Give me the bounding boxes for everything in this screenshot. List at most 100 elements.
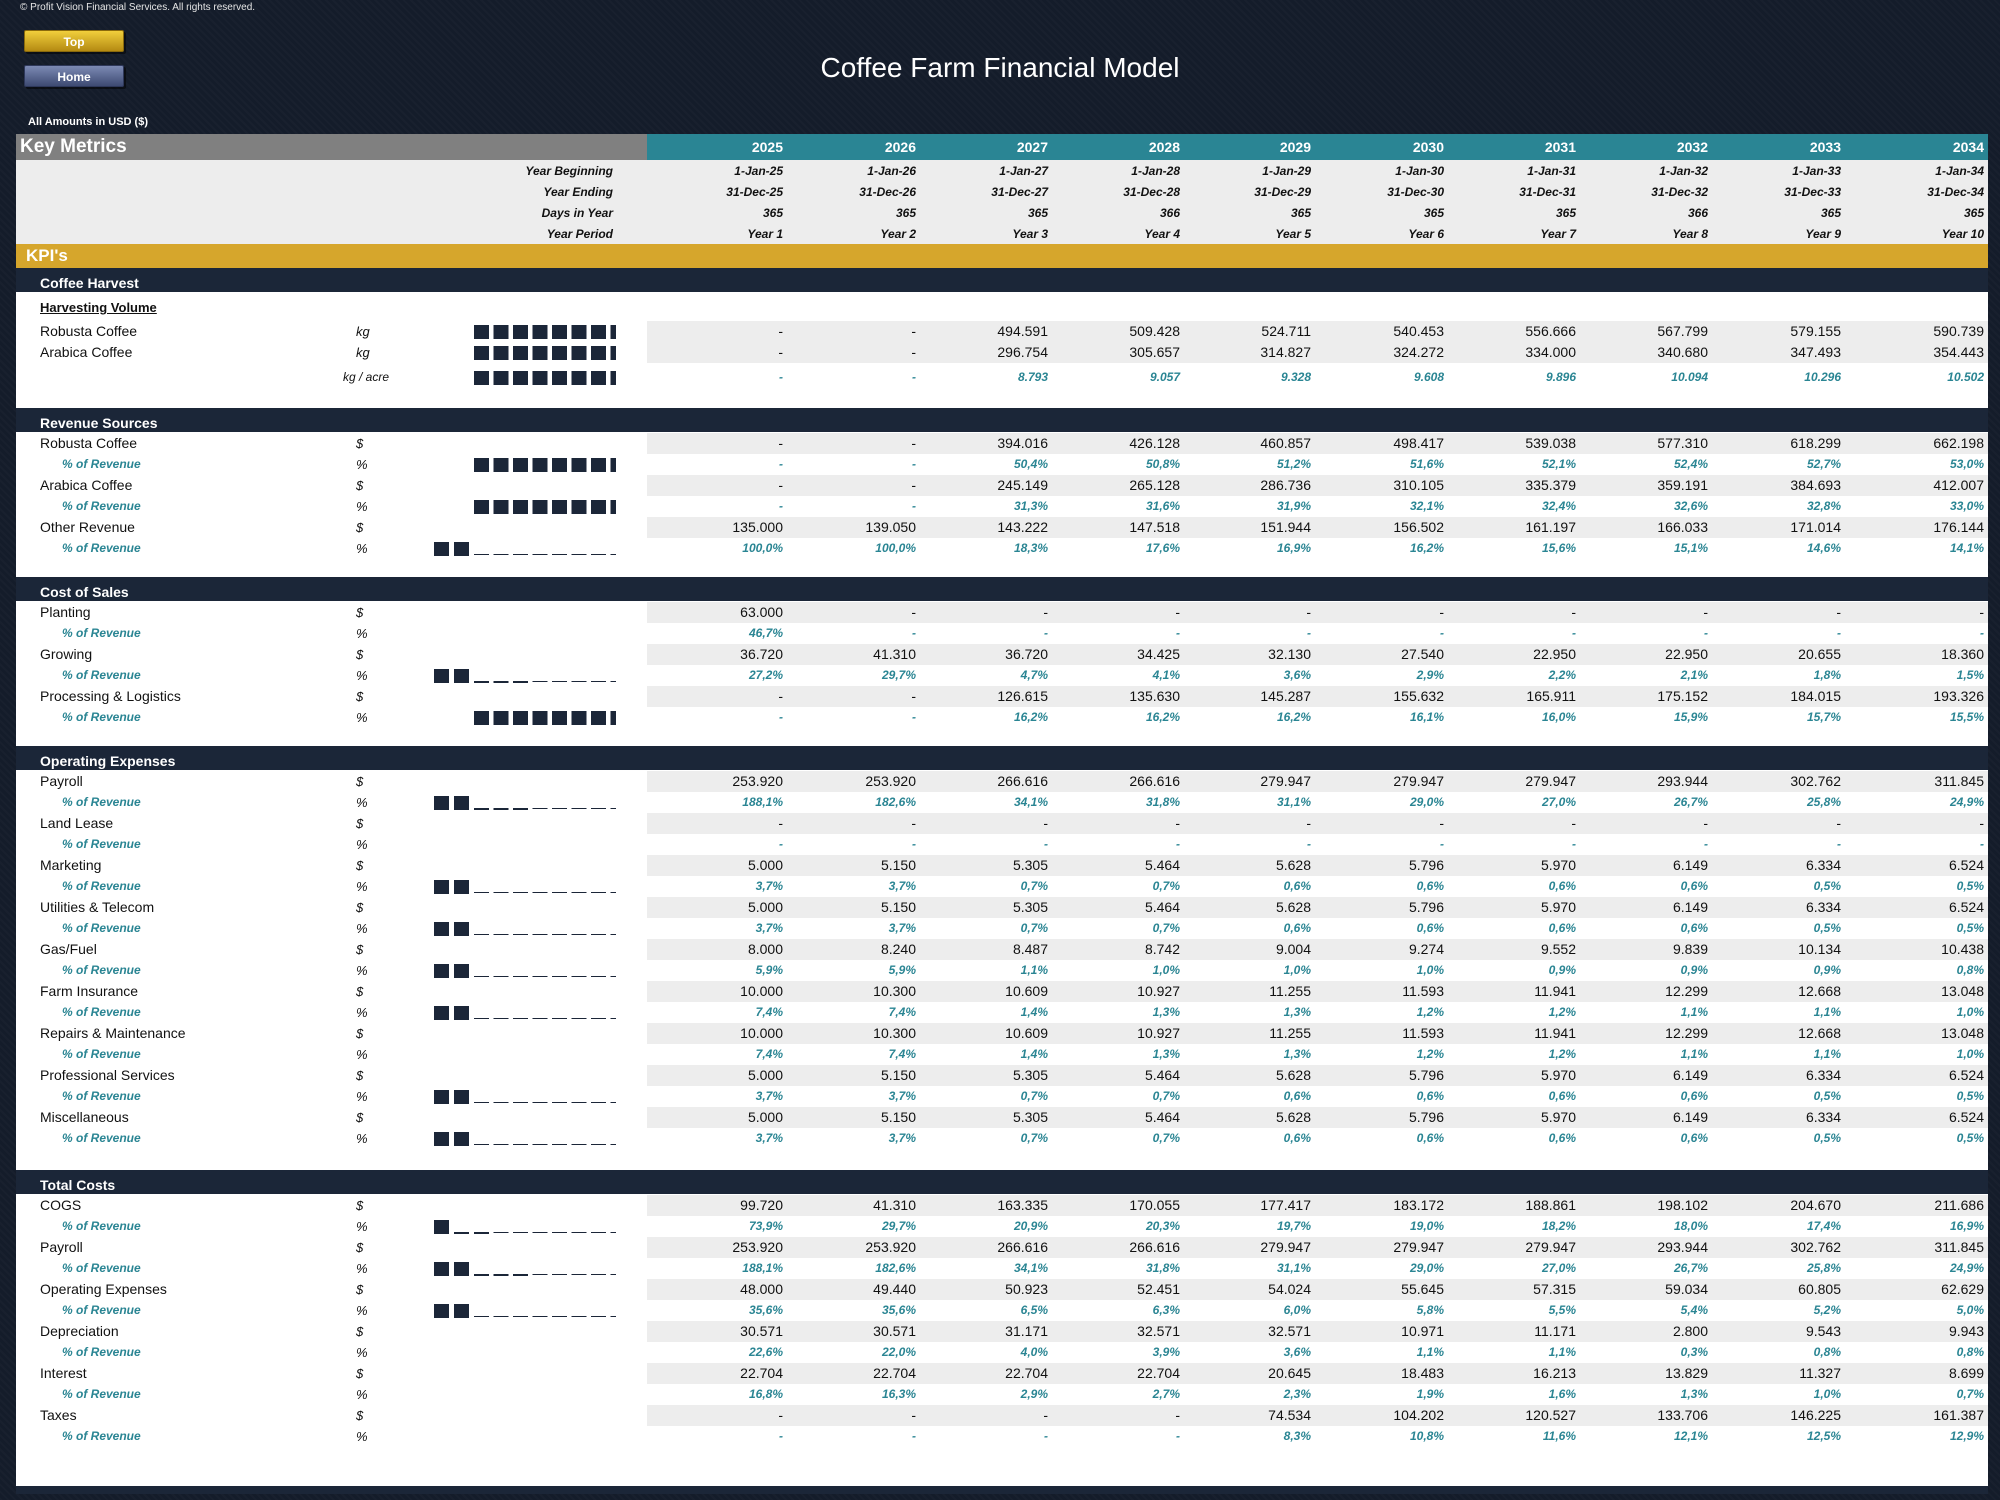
timing-value: 1-Jan-26: [867, 164, 916, 178]
spark-bar: [571, 371, 587, 385]
value-cell: 5.970: [1540, 899, 1576, 915]
value-cell: 5.970: [1540, 1067, 1576, 1083]
value-cell: 1,2%: [1416, 1005, 1444, 1019]
value-cell: 426.128: [1129, 435, 1180, 451]
spark-bar: [454, 880, 469, 894]
value-cell: 6.149: [1672, 899, 1708, 915]
value-cell: 498.417: [1393, 435, 1444, 451]
spark-bar: [591, 458, 606, 472]
row-label: Repairs & Maintenance: [40, 1025, 186, 1041]
value-cell: 9.057: [1149, 370, 1180, 384]
spark-tick: [513, 934, 528, 935]
unit-label: %: [356, 499, 368, 514]
value-cell: 8.793: [1017, 370, 1048, 384]
value-cell: 100,0%: [742, 541, 783, 555]
value-cell: 0,6%: [1548, 1089, 1576, 1103]
row-label: % of Revenue: [62, 879, 141, 893]
value-cell: -: [1704, 626, 1708, 640]
value-cell: 0,8%: [1956, 1345, 1984, 1359]
value-cell: 2,7%: [1152, 1387, 1180, 1401]
value-cell: 9.328: [1280, 370, 1311, 384]
value-cell: 0,6%: [1680, 879, 1708, 893]
spark-tick: [513, 892, 528, 893]
sparkline-chart: [434, 964, 616, 978]
value-cell: 16,8%: [748, 1387, 783, 1401]
value-cell: 311.845: [1934, 1239, 1984, 1255]
value-cell: 279.947: [1393, 1239, 1444, 1255]
value-cell: 5.628: [1275, 1067, 1311, 1083]
spark-tick: [513, 554, 528, 555]
value-cell: 29,0%: [1409, 1261, 1444, 1275]
value-cell: 2.800: [1672, 1323, 1708, 1339]
value-cell: 16,0%: [1541, 710, 1576, 724]
value-cell: 146.225: [1790, 1407, 1841, 1423]
unit-label: %: [356, 1261, 368, 1276]
unit-label: %: [356, 541, 368, 556]
value-cell: 0,7%: [1152, 921, 1180, 935]
unit-label: %: [356, 668, 368, 683]
currency-note: All Amounts in USD ($): [28, 116, 148, 128]
spark-tick: [552, 1018, 567, 1019]
spark-bar: [454, 1304, 469, 1318]
value-cell: -: [1980, 837, 1984, 851]
value-cell: -: [779, 710, 783, 724]
spark-bar: [532, 371, 548, 385]
value-cell: 50.923: [1005, 1281, 1048, 1297]
value-cell: 2,3%: [1283, 1387, 1311, 1401]
value-cell: 11.255: [1269, 983, 1311, 999]
value-cell: 188.861: [1525, 1197, 1576, 1213]
row-label: % of Revenue: [62, 457, 141, 471]
value-cell: 26,7%: [1673, 795, 1708, 809]
timing-value: 31-Dec-29: [1254, 185, 1311, 199]
spark-bar: [454, 1262, 469, 1276]
value-cell: 25,8%: [1806, 1261, 1841, 1275]
row-label: % of Revenue: [62, 1303, 141, 1317]
percent-row: % of Revenue% 22,6% 22,0% 4,0% 3,9% 3,6% 1,1% 1…: [16, 1342, 1988, 1363]
value-cell: 188,1%: [742, 1261, 783, 1275]
value-cell: 18.483: [1401, 1365, 1444, 1381]
value-cell: 0,6%: [1680, 1131, 1708, 1145]
value-cell: 6.524: [1948, 1109, 1984, 1125]
value-cell: 32,4%: [1541, 499, 1576, 513]
value-cell: 14,1%: [1949, 541, 1984, 555]
row-label: Planting: [40, 604, 91, 620]
home-button[interactable]: Home: [24, 65, 124, 87]
value-cell: 540.453: [1393, 323, 1444, 339]
spark-bar: [493, 458, 509, 472]
row-shading: [647, 1107, 1988, 1128]
value-cell: 0,6%: [1283, 1131, 1311, 1145]
spark-tick: [591, 1102, 606, 1103]
value-cell: 0,6%: [1283, 921, 1311, 935]
value-cell: -: [779, 499, 783, 513]
value-cell: 567.799: [1657, 323, 1708, 339]
percent-row: % of Revenue% - - - - 8,3% 10,8% 11,6% 12,1% 12,5…: [16, 1426, 1988, 1447]
value-cell: 6.334: [1805, 899, 1841, 915]
unit-label: $: [356, 1198, 364, 1213]
value-cell: 9.839: [1672, 941, 1708, 957]
spark-tick: [532, 1316, 548, 1317]
spark-bar: [434, 669, 449, 683]
timing-value: 31-Dec-33: [1784, 185, 1841, 199]
sparkline-chart: [434, 880, 616, 894]
spark-bar: [513, 500, 528, 514]
unit-label: $: [356, 900, 364, 915]
value-cell: 2,2%: [1548, 668, 1576, 682]
value-cell: 5,4%: [1680, 1303, 1708, 1317]
spark-tick: [610, 681, 616, 682]
spark-tick: [493, 934, 509, 935]
value-cell: 1,3%: [1152, 1047, 1180, 1061]
row-label: % of Revenue: [62, 1261, 141, 1275]
value-cell: 579.155: [1790, 323, 1841, 339]
value-cell: 3,7%: [888, 921, 916, 935]
value-cell: 1,0%: [1416, 963, 1444, 977]
value-cell: 0,5%: [1956, 921, 1984, 935]
row-label: Land Lease: [40, 815, 114, 831]
spark-bar: [552, 325, 567, 339]
value-cell: 0,6%: [1416, 1089, 1444, 1103]
value-cell: 0,6%: [1416, 1131, 1444, 1145]
spark-bar: [513, 371, 528, 385]
top-button[interactable]: Top: [24, 30, 124, 52]
timing-value: Year 3: [1012, 227, 1048, 241]
value-cell: 539.038: [1525, 435, 1576, 451]
value-cell: 32,1%: [1409, 499, 1444, 513]
